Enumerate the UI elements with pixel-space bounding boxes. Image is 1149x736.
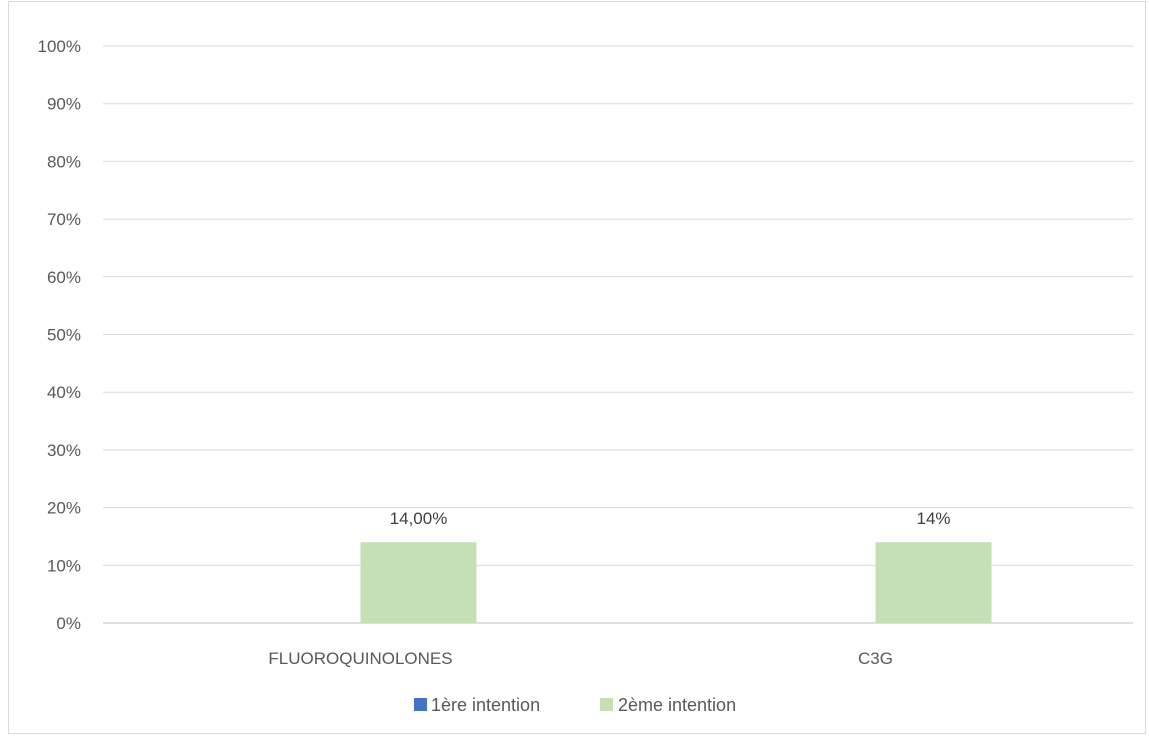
legend-label: 2ème intention bbox=[618, 695, 736, 715]
y-tick-label: 0% bbox=[56, 614, 81, 633]
y-tick-label: 40% bbox=[47, 383, 81, 402]
category-label: C3G bbox=[858, 649, 893, 668]
y-tick-label: 60% bbox=[47, 268, 81, 287]
bar bbox=[875, 542, 992, 623]
data-label: 14% bbox=[916, 509, 950, 528]
y-tick-label: 80% bbox=[47, 152, 81, 171]
bar bbox=[360, 542, 477, 623]
y-tick-label: 100% bbox=[38, 37, 81, 56]
legend-swatch bbox=[414, 698, 427, 711]
y-tick-label: 90% bbox=[47, 95, 81, 114]
y-tick-label: 10% bbox=[47, 556, 81, 575]
y-tick-label: 30% bbox=[47, 441, 81, 460]
y-tick-label: 50% bbox=[47, 326, 81, 345]
legend-swatch bbox=[600, 698, 613, 711]
legend-label: 1ère intention bbox=[431, 695, 540, 715]
y-tick-label: 70% bbox=[47, 210, 81, 229]
y-tick-label: 20% bbox=[47, 499, 81, 518]
data-label: 14,00% bbox=[390, 509, 448, 528]
category-label: FLUOROQUINOLONES bbox=[268, 649, 452, 668]
